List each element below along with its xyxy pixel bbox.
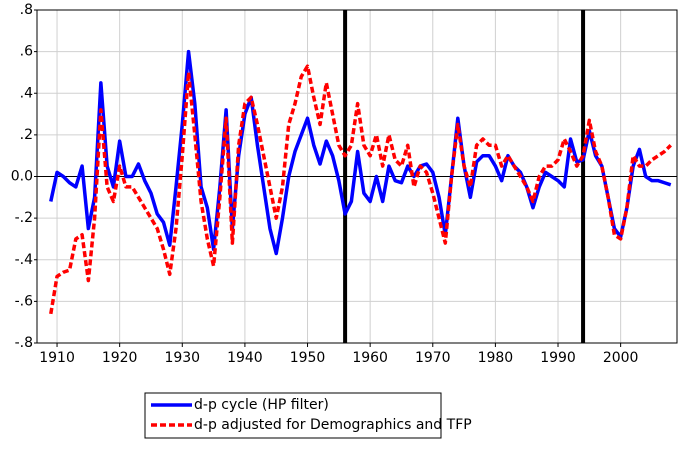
plot-frame <box>36 9 678 344</box>
x-tick-label: 1930 <box>164 350 200 366</box>
y-tick-label: 0.0 <box>11 169 33 185</box>
x-tick-label: 1910 <box>39 350 75 366</box>
y-tick-label: .4 <box>20 85 33 101</box>
legend-box <box>144 392 442 439</box>
legend-label: d-p cycle (HP filter) <box>194 397 329 413</box>
x-tick-label: 2000 <box>603 350 639 366</box>
x-tick-label: 1980 <box>478 350 514 366</box>
legend-label: d-p adjusted for Demographics and TFP <box>194 417 472 433</box>
x-tick-label: 1970 <box>415 350 451 366</box>
y-tick-label: -.4 <box>15 252 34 268</box>
y-tick-label: -.2 <box>15 210 33 226</box>
x-tick-label: 1920 <box>102 350 138 366</box>
y-tick-label: .8 <box>20 2 33 18</box>
x-tick-label: 1960 <box>352 350 388 366</box>
y-tick-label: .6 <box>20 44 33 60</box>
y-tick-label: -.8 <box>15 335 33 351</box>
y-tick-label: .2 <box>20 127 33 143</box>
x-tick-label: 1990 <box>540 350 576 366</box>
series-line <box>49 49 672 256</box>
series-line <box>49 64 672 315</box>
x-tick-label: 1940 <box>227 350 263 366</box>
y-tick-label: -.6 <box>15 293 34 309</box>
x-tick-label: 1950 <box>290 350 326 366</box>
